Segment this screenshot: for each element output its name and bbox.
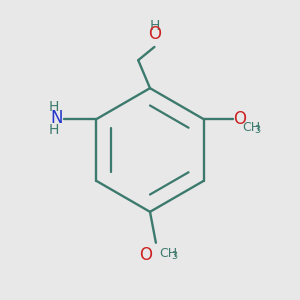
Text: O: O	[234, 110, 247, 128]
Text: N: N	[50, 109, 63, 127]
Text: O: O	[140, 246, 152, 264]
Text: H: H	[150, 20, 160, 33]
Text: H: H	[49, 123, 59, 137]
Text: 3: 3	[254, 125, 261, 135]
Text: O: O	[148, 25, 161, 43]
Text: H: H	[49, 100, 59, 114]
Text: CH: CH	[242, 122, 260, 134]
Text: CH: CH	[159, 248, 178, 260]
Text: 3: 3	[172, 251, 178, 261]
